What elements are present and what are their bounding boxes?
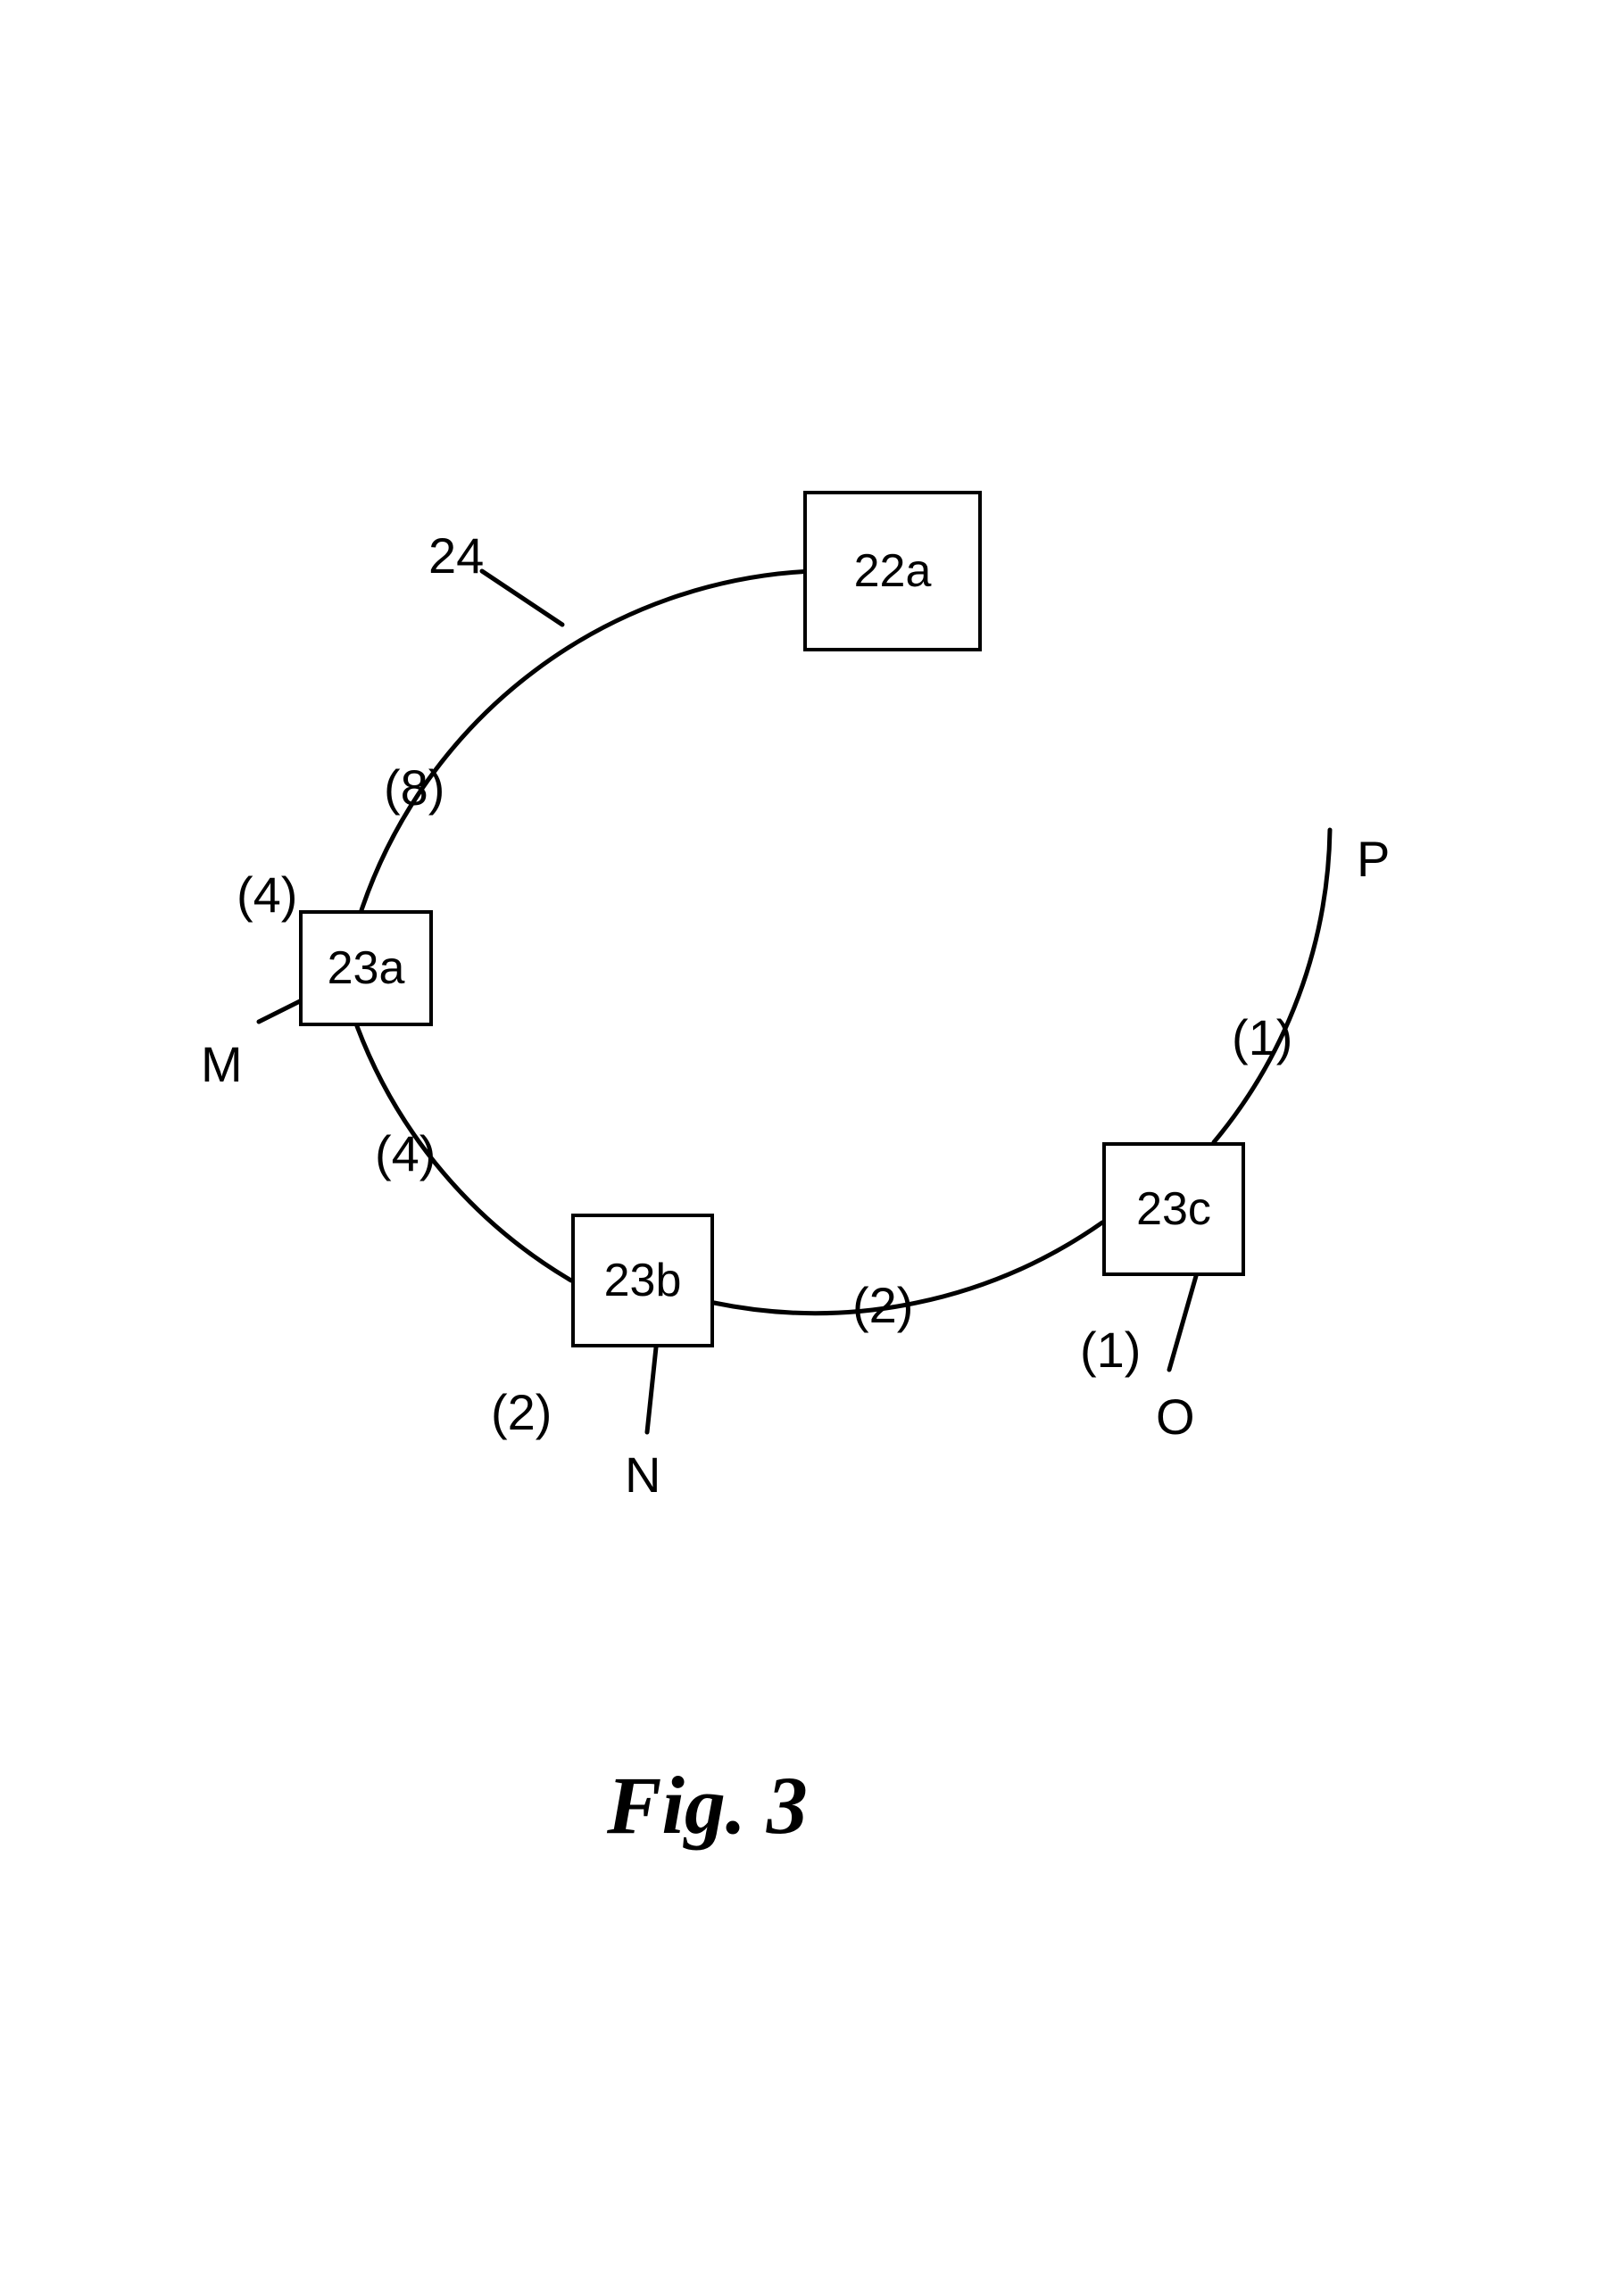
- edge-label: (4): [375, 1124, 436, 1182]
- node-23c: 23c: [1102, 1142, 1245, 1276]
- diagram-svg: [0, 0, 1603, 2296]
- arc-segment: [1214, 830, 1330, 1142]
- edge-label: (1): [1080, 1321, 1141, 1379]
- edge-label: (2): [852, 1276, 913, 1334]
- diagram-container: 22a 23a 23b 23c (8) (4) (4) (2) (2) (1) (1) 24 M N O…: [0, 0, 1603, 2296]
- annotation-P: P: [1357, 830, 1390, 888]
- annotation-N: N: [625, 1446, 660, 1504]
- edge-label: (2): [491, 1383, 552, 1441]
- leader-line: [647, 1347, 656, 1432]
- leader-line: [482, 571, 562, 625]
- annotation-O: O: [1156, 1388, 1195, 1446]
- edge-label: (4): [237, 866, 297, 924]
- figure-caption: Fig. 3: [607, 1758, 808, 1853]
- node-23b: 23b: [571, 1214, 714, 1347]
- node-23a: 23a: [299, 910, 433, 1026]
- edge-label: (1): [1232, 1008, 1292, 1066]
- arc-segment: [361, 571, 812, 910]
- leader-line: [1169, 1276, 1196, 1370]
- annotation-24: 24: [428, 526, 484, 584]
- annotation-M: M: [201, 1035, 243, 1093]
- edge-label: (8): [384, 758, 444, 816]
- node-22a: 22a: [803, 491, 982, 651]
